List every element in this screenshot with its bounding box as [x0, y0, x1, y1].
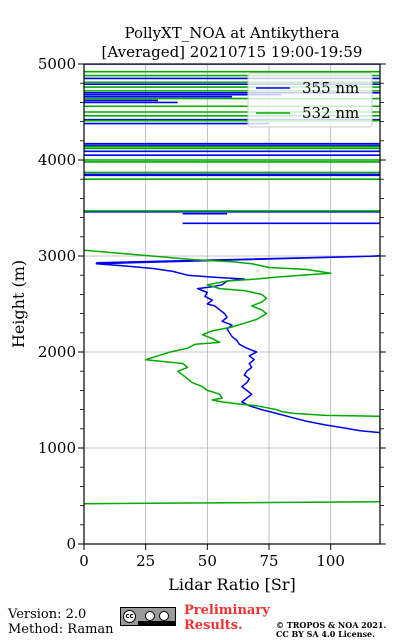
- x-tick-label: 50: [198, 552, 217, 570]
- cc-icon: cc: [123, 610, 136, 623]
- y-axis-label: Height (m): [9, 260, 28, 348]
- x-axis-label: Lidar Ratio [Sr]: [168, 575, 296, 594]
- series-line-1: [95, 255, 380, 434]
- series-line-2: [84, 249, 380, 505]
- legend-label: 355 nm: [302, 79, 359, 97]
- plot-frame: [83, 63, 381, 545]
- by-icon: [145, 611, 155, 621]
- cc-by-sa-badge: cc: [120, 607, 176, 626]
- grid-lines: [83, 63, 380, 545]
- y-tick-label: 1000: [38, 439, 76, 457]
- lidar-ratio-chart: PollyXT_NOA at Antikythera [Averaged] 20…: [9, 24, 386, 594]
- y-tick-label: 2000: [38, 343, 76, 361]
- chart-title: PollyXT_NOA at Antikythera: [124, 24, 339, 42]
- x-tick-label: 75: [259, 552, 278, 570]
- y-tick-label: 0: [66, 535, 76, 553]
- x-tick-label: 0: [79, 552, 89, 570]
- y-tick-label: 5000: [38, 55, 76, 73]
- y-tick-label: 4000: [38, 151, 76, 169]
- y-tick-label: 3000: [38, 247, 76, 265]
- copyright-line-2: CC BY SA 4.0 License.: [276, 629, 375, 639]
- chart-subtitle: [Averaged] 20210715 19:00-19:59: [102, 43, 363, 61]
- method-text: Method: Raman: [8, 622, 114, 637]
- legend-label: 532 nm: [302, 104, 359, 122]
- sa-icon: [159, 611, 169, 621]
- x-tick-label: 25: [136, 552, 155, 570]
- version-text: Version: 2.0: [8, 607, 87, 622]
- copyright-line-1: © TROPOS & NOA 2021.: [276, 620, 387, 630]
- preliminary-label-1: Preliminary: [184, 603, 270, 618]
- preliminary-label-2: Results.: [184, 618, 243, 633]
- legend: 355 nm 532 nm: [247, 72, 373, 128]
- x-tick-label: 100: [316, 552, 345, 570]
- badge-strip: [138, 621, 175, 625]
